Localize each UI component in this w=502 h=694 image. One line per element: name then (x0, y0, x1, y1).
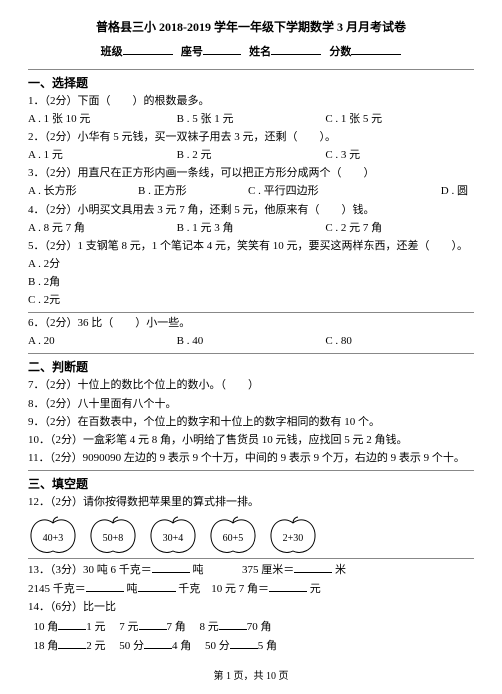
apple-1: 40+3 (28, 515, 78, 555)
q1-options: A . 1 张 10 元 B . 5 张 1 元 C . 1 张 5 元 (28, 111, 474, 128)
r1d: 7 角 (167, 621, 186, 633)
q13d: 米 (335, 564, 346, 576)
q4-options: A . 8 元 7 角 B . 1 元 3 角 C . 2 元 7 角 (28, 220, 474, 237)
q7: 7．（2分）十位上的数比个位上的数小。（ ） (28, 377, 474, 394)
q13-line2: 2145 千克＝ 吨 千克 10 元 7 角＝ 元 (28, 580, 474, 598)
q2-c: C . 3 元 (325, 147, 474, 164)
r1f: 70 角 (247, 621, 272, 633)
q2-a: A . 1 元 (28, 147, 177, 164)
divider-3 (28, 353, 474, 354)
q5-a: A . 2分 (28, 256, 474, 273)
q1-c: C . 1 张 5 元 (325, 111, 474, 128)
q14-row2: 18 角 2 元 50 分 4 角 50 分 5 角 (28, 637, 474, 655)
divider-4 (28, 470, 474, 471)
apple-1-label: 40+3 (28, 531, 78, 547)
divider-5 (28, 558, 474, 559)
q10: 10．（2分）一盒彩笔 4 元 8 角，小明给了售货员 10 元钱，应找回 5 … (28, 432, 474, 449)
r2f: 5 角 (258, 640, 277, 652)
q5-c: C . 2元 (28, 292, 474, 309)
exam-title: 普格县三小 2018-2019 学年一年级下学期数学 3 月月考试卷 (28, 18, 474, 37)
q3-d: D . 圆 (358, 183, 474, 200)
header-row: 班级 座号 姓名 分数 (28, 43, 474, 61)
q13a: 13．（3分）30 吨 6 千克＝ (28, 564, 152, 576)
q5-b: B . 2角 (28, 274, 474, 291)
q8: 8．（2分）八十里面有八个十。 (28, 396, 474, 413)
r2a: 18 角 (34, 640, 59, 652)
r2e: 50 分 (205, 640, 230, 652)
q3-b: B . 正方形 (138, 183, 248, 200)
q1-stem: 1．（2分）下面（ ）的根数最多。 (28, 93, 474, 110)
q3-c: C . 平行四边形 (248, 183, 358, 200)
q14: 14．（6分）比一比 (28, 599, 474, 616)
q13f: 吨 (127, 583, 138, 595)
q4-c: C . 2 元 7 角 (325, 220, 474, 237)
q2-stem: 2．（2分）小华有 5 元钱，买一双袜子用去 3 元，还剩（ ）。 (28, 129, 474, 146)
q1-a: A . 1 张 10 元 (28, 111, 177, 128)
section-3-heading: 三、填空题 (28, 475, 474, 494)
r2b: 2 元 (86, 640, 105, 652)
label-name: 姓名 (249, 46, 271, 58)
r1b: 1 元 (86, 621, 105, 633)
q9: 9．（2分）在百数表中，个位上的数字和十位上的数字相同的数有 10 个。 (28, 414, 474, 431)
q11: 11．（2分）9090090 左边的 9 表示 9 个十万，中间的 9 表示 9… (28, 450, 474, 467)
q6-b: B . 40 (177, 333, 326, 350)
q13-line1: 13．（3分）30 吨 6 千克＝ 吨 375 厘米＝ 米 (28, 561, 474, 579)
q4-b: B . 1 元 3 角 (177, 220, 326, 237)
divider-2 (28, 312, 474, 313)
apple-3-label: 30+4 (148, 531, 198, 547)
q12: 12．（2分）请你按得数把苹果里的算式排一排。 (28, 494, 474, 511)
q14-row1: 10 角 1 元 7 元 7 角 8 元 70 角 (28, 618, 474, 636)
q2-options: A . 1 元 B . 2 元 C . 3 元 (28, 147, 474, 164)
apple-5-label: 2+30 (268, 531, 318, 547)
q6-c: C . 80 (325, 333, 474, 350)
r1a: 10 角 (34, 621, 59, 633)
label-seat: 座号 (181, 46, 203, 58)
q3-a: A . 长方形 (28, 183, 138, 200)
q2-b: B . 2 元 (177, 147, 326, 164)
q3-stem: 3．（2分）用直尺在正方形内画一条线，可以把正方形分成两个（ ） (28, 165, 474, 182)
q13i: 元 (310, 583, 321, 595)
label-class: 班级 (101, 46, 123, 58)
section-2-heading: 二、判断题 (28, 358, 474, 377)
q6-a: A . 20 (28, 333, 177, 350)
r1c: 7 元 (119, 621, 138, 633)
q6-options: A . 20 B . 40 C . 80 (28, 333, 474, 350)
q13b: 吨 (193, 564, 204, 576)
apples-row: 40+3 50+8 30+4 60+5 2+30 (28, 515, 474, 555)
apple-2: 50+8 (88, 515, 138, 555)
r2c: 50 分 (119, 640, 144, 652)
apple-2-label: 50+8 (88, 531, 138, 547)
divider (28, 69, 474, 70)
r1e: 8 元 (200, 621, 219, 633)
apple-3: 30+4 (148, 515, 198, 555)
apple-4: 60+5 (208, 515, 258, 555)
q13h: 10 元 7 角＝ (211, 583, 269, 595)
q1-b: B . 5 张 1 元 (177, 111, 326, 128)
q4-a: A . 8 元 7 角 (28, 220, 177, 237)
q13c: 375 厘米＝ (242, 564, 294, 576)
page-footer: 第 1 页，共 10 页 (0, 669, 502, 685)
apple-5: 2+30 (268, 515, 318, 555)
q3-options: A . 长方形 B . 正方形 C . 平行四边形 D . 圆 (28, 183, 474, 200)
q4-stem: 4．（2分）小明买文具用去 3 元 7 角，还剩 5 元，他原来有（ ）钱。 (28, 202, 474, 219)
label-score: 分数 (329, 46, 351, 58)
r2d: 4 角 (172, 640, 191, 652)
apple-4-label: 60+5 (208, 531, 258, 547)
q5-stem: 5．（2分）1 支钢笔 8 元，1 个笔记本 4 元，笑笑有 10 元，要买这两… (28, 238, 474, 255)
q6-stem: 6．（2分）36 比（ ）小一些。 (28, 315, 474, 332)
q13e: 2145 千克＝ (28, 583, 86, 595)
section-1-heading: 一、选择题 (28, 74, 474, 93)
q13g: 千克 (178, 583, 200, 595)
